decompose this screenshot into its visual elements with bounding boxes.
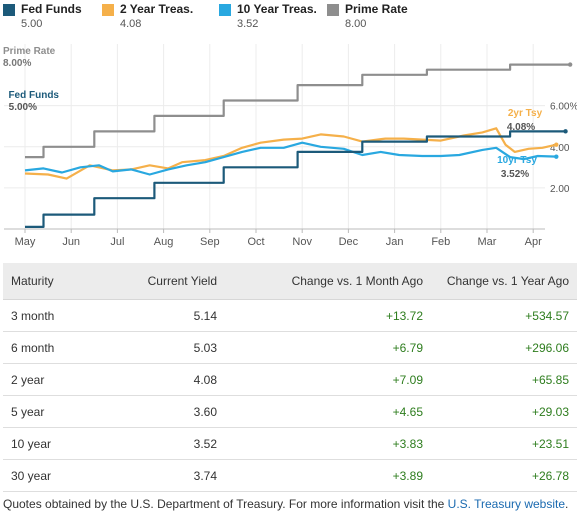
footnote-end: . [565, 497, 569, 511]
yield-cell: 5.14 [109, 299, 225, 332]
legend-value: 8.00 [345, 18, 367, 30]
table-row: 2 year 4.08 +7.09 +65.85 [3, 363, 577, 396]
series-end-marker-prime-rate [567, 62, 573, 67]
x-tick-label: Aug [154, 236, 174, 248]
yield-table: Maturity Current Yield Change vs. 1 Mont… [3, 263, 577, 492]
table-row: 5 year 3.60 +4.65 +29.03 [3, 395, 577, 428]
fed-funds-name-label: Fed Funds [8, 90, 59, 101]
legend-label: 10 Year Treas. [237, 2, 317, 16]
yield-cell: 3.74 [109, 459, 225, 492]
table-header-row: Maturity Current Yield Change vs. 1 Mont… [3, 263, 577, 300]
change-month-cell: +6.79 [225, 331, 431, 364]
x-tick-label: Dec [339, 236, 359, 248]
y-tick-label: 6.00% [550, 102, 577, 113]
change-month-cell: +13.72 [225, 299, 431, 332]
maturity-cell: 3 month [3, 299, 109, 332]
series-end-marker-2yr-treasury [554, 142, 559, 147]
2yr-tsy-value-label: 4.08% [507, 122, 535, 133]
series-line-prime-rate [25, 63, 571, 159]
legend-swatch [102, 4, 114, 16]
change-year-cell: +26.78 [431, 459, 577, 492]
column-header-maturity: Maturity [3, 263, 109, 300]
x-tick-label: Oct [247, 236, 264, 248]
table-row: 10 year 3.52 +3.83 +23.51 [3, 427, 577, 460]
x-tick-label: May [15, 236, 36, 248]
legend-label: 2 Year Treas. [120, 2, 194, 16]
change-month-cell: +3.89 [225, 459, 431, 492]
legend-value: 3.52 [237, 18, 259, 30]
table-row: 30 year 3.74 +3.89 +26.78 [3, 459, 577, 492]
x-tick-label: Jul [110, 236, 124, 248]
2yr-tsy-name-label: 2yr Tsy [508, 108, 543, 119]
table-row: 3 month 5.14 +13.72 +534.57 [3, 299, 577, 332]
prime-rate-name-label: Prime Rate [3, 46, 56, 57]
treasury-website-link[interactable]: U.S. Treasury website [447, 497, 566, 511]
maturity-cell: 10 year [3, 427, 109, 460]
legend-label: Fed Funds [21, 2, 82, 16]
maturity-cell: 2 year [3, 363, 109, 396]
legend-swatch [3, 4, 15, 16]
table-row: 6 month 5.03 +6.79 +296.06 [3, 331, 577, 364]
series-end-marker-10yr-treasury [554, 154, 559, 159]
x-tick-label: Jun [62, 236, 80, 248]
legend-label: Prime Rate [345, 2, 408, 16]
change-year-cell: +296.06 [431, 331, 577, 364]
legend-value: 5.00 [21, 18, 43, 30]
y-tick-label: 4.00 [550, 143, 570, 154]
maturity-cell: 30 year [3, 459, 109, 492]
y-tick-label: 2.00 [550, 184, 570, 195]
change-month-cell: +3.83 [225, 427, 431, 460]
x-tick-label: Nov [292, 236, 312, 248]
x-tick-label: Feb [431, 236, 450, 248]
change-year-cell: +29.03 [431, 395, 577, 428]
fed-funds-value-label: 5.00% [9, 102, 37, 113]
yield-cell: 3.52 [109, 427, 225, 460]
change-month-cell: +7.09 [225, 363, 431, 396]
series-line-10yr-treasury [24, 141, 557, 176]
10yr-tsy-name-label: 10yr Tsy [497, 155, 537, 166]
column-header-change-1-month: Change vs. 1 Month Ago [225, 263, 431, 300]
x-tick-label: Sep [200, 236, 220, 248]
maturity-cell: 6 month [3, 331, 109, 364]
legend-value: 4.08 [120, 18, 142, 30]
series-line-fed-funds [25, 130, 566, 228]
maturity-cell: 5 year [3, 395, 109, 428]
x-tick-label: Mar [478, 236, 497, 248]
yield-cell: 5.03 [109, 331, 225, 364]
10yr-tsy-value-label: 3.52% [501, 169, 529, 180]
column-header-current-yield: Current Yield [109, 263, 225, 300]
change-year-cell: +534.57 [431, 299, 577, 332]
change-year-cell: +23.51 [431, 427, 577, 460]
legend-swatch [327, 4, 339, 16]
yield-cell: 4.08 [109, 363, 225, 396]
legend-swatch [219, 4, 231, 16]
x-tick-label: Jan [386, 236, 404, 248]
series-end-marker-fed-funds [563, 129, 568, 134]
prime-rate-value-label: 8.00% [3, 58, 31, 69]
chart-legend: Fed Funds 5.00 2 Year Treas. 4.08 10 Yea… [0, 0, 577, 34]
column-header-change-1-year: Change vs. 1 Year Ago [431, 263, 577, 300]
x-tick-label: Apr [525, 236, 542, 248]
yield-cell: 3.60 [109, 395, 225, 428]
footnote-text: Quotes obtained by the U.S. Department o… [3, 497, 445, 511]
change-year-cell: +65.85 [431, 363, 577, 396]
change-month-cell: +4.65 [225, 395, 431, 428]
rates-line-chart: May Jun Jul Aug Sep Oct Nov Dec Jan Feb Mar Apr 2.00… [3, 44, 577, 248]
source-footnote: Quotes obtained by the U.S. Department o… [3, 497, 568, 511]
